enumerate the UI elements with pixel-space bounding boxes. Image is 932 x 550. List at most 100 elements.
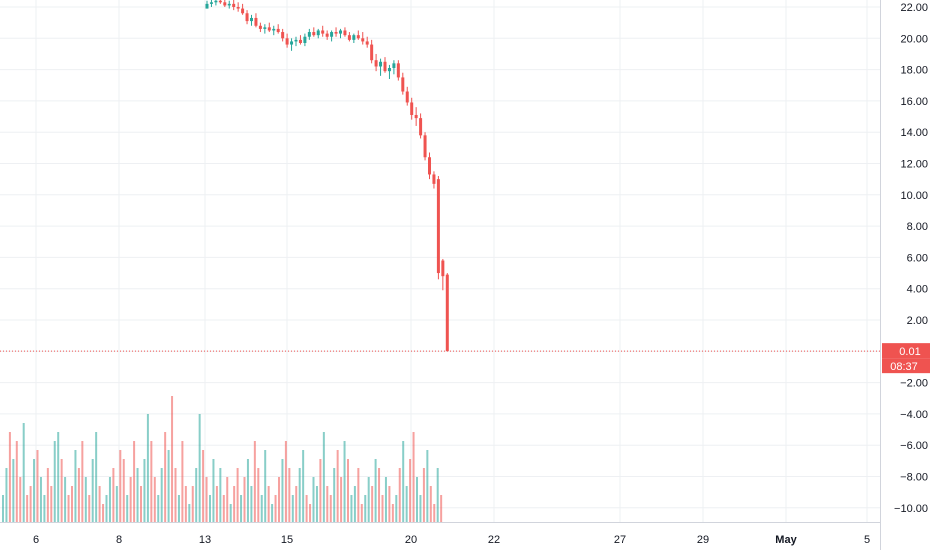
volume-bar xyxy=(391,504,394,522)
candle-body xyxy=(396,63,400,78)
volume-bar xyxy=(143,459,146,522)
volume-bar xyxy=(160,468,163,522)
x-tick-label: 5 xyxy=(864,534,870,546)
volume-bar xyxy=(284,441,287,522)
volume-bar xyxy=(264,450,267,522)
time-axis[interactable]: 6 8 13 15 20 22 27 29 May 5 xyxy=(33,534,870,546)
volume-bar xyxy=(146,414,149,522)
candle-body xyxy=(401,77,405,92)
volume-bar xyxy=(384,477,387,522)
volume-bar xyxy=(315,486,318,522)
volume-bar xyxy=(322,432,325,522)
candle-body xyxy=(276,28,280,33)
volume-bar xyxy=(367,477,370,522)
candle-body xyxy=(428,157,431,175)
volume-bar xyxy=(333,468,336,522)
volume-bar xyxy=(119,450,122,522)
volume-bars xyxy=(2,396,443,522)
candle-body xyxy=(445,274,449,352)
volume-bar xyxy=(12,459,15,522)
volume-bar xyxy=(271,504,274,522)
volume-bar xyxy=(336,450,339,522)
volume-bar xyxy=(381,495,384,522)
candle-body xyxy=(330,32,334,37)
candle-body xyxy=(236,7,240,9)
volume-bar xyxy=(133,441,136,522)
volume-bar xyxy=(302,450,305,522)
volume-bar xyxy=(22,423,25,522)
candle-body xyxy=(298,39,302,43)
last-price-tag: 0.01 08:37 xyxy=(882,343,930,374)
volume-bar xyxy=(198,414,201,522)
candle-body xyxy=(410,102,414,115)
volume-bar xyxy=(164,432,167,522)
volume-bar xyxy=(181,441,184,522)
candle-body xyxy=(223,2,227,6)
candle-body xyxy=(250,17,253,22)
volume-bar xyxy=(298,468,301,522)
volume-bar xyxy=(39,477,42,522)
volume-bar xyxy=(167,450,170,522)
volume-bar xyxy=(153,477,156,522)
volume-bar xyxy=(429,486,432,522)
volume-bar xyxy=(43,495,46,522)
y-tick-label: 12.00 xyxy=(900,159,928,171)
volume-bar xyxy=(378,468,381,522)
volume-bar xyxy=(412,432,415,522)
volume-bar xyxy=(19,477,22,522)
candle-body xyxy=(294,39,298,42)
candle-body xyxy=(263,27,267,29)
volume-bar xyxy=(360,504,363,522)
volume-bar xyxy=(416,477,418,522)
volume-bar xyxy=(340,477,343,522)
volume-bar xyxy=(98,486,101,522)
y-tick-label: 4.00 xyxy=(907,284,928,296)
candle-body xyxy=(343,30,347,36)
volume-bar xyxy=(398,468,401,522)
volume-bar xyxy=(88,495,91,522)
volume-bar xyxy=(50,486,53,522)
candle-body xyxy=(347,35,351,40)
candle-body xyxy=(419,118,423,136)
volume-bar xyxy=(184,486,187,522)
volume-bar xyxy=(260,495,263,522)
volume-bar xyxy=(36,450,39,522)
candle-body xyxy=(374,60,378,67)
y-tick-label: −6.00 xyxy=(900,440,928,452)
volume-bar xyxy=(343,441,346,522)
volume-bar xyxy=(102,504,105,522)
candle-body xyxy=(227,3,231,6)
y-tick-label: −10.00 xyxy=(894,503,928,515)
candle-body xyxy=(361,38,365,42)
countdown-value: 08:37 xyxy=(890,361,918,373)
volume-bar xyxy=(405,486,408,522)
x-tick-label: 20 xyxy=(405,534,417,546)
candle-body xyxy=(258,25,262,29)
countdown-tag-bg xyxy=(882,358,930,374)
candle-body xyxy=(321,30,325,34)
x-tick-label: 15 xyxy=(281,534,293,546)
candle-body xyxy=(272,28,276,31)
y-tick-label: 6.00 xyxy=(907,252,928,264)
candle-body xyxy=(441,260,445,277)
price-axis[interactable]: 22.00 20.00 18.00 16.00 14.00 12.00 10.00 8.00 6… xyxy=(894,2,928,515)
candle-body xyxy=(245,13,249,22)
candle-body xyxy=(414,114,418,119)
candle-body xyxy=(383,61,387,72)
volume-bar xyxy=(219,468,222,522)
candle-body xyxy=(267,27,271,31)
volume-bar xyxy=(329,495,332,522)
volume-bar xyxy=(64,477,67,522)
candle-body xyxy=(379,61,383,67)
candle-body xyxy=(307,32,311,37)
volume-bar xyxy=(388,486,391,522)
volume-bar xyxy=(291,495,294,522)
volume-bar xyxy=(174,468,177,522)
y-tick-label: −8.00 xyxy=(900,472,928,484)
volume-bar xyxy=(274,495,277,522)
candle-body xyxy=(303,36,307,43)
volume-bar xyxy=(29,486,32,522)
candle-body xyxy=(325,33,329,37)
